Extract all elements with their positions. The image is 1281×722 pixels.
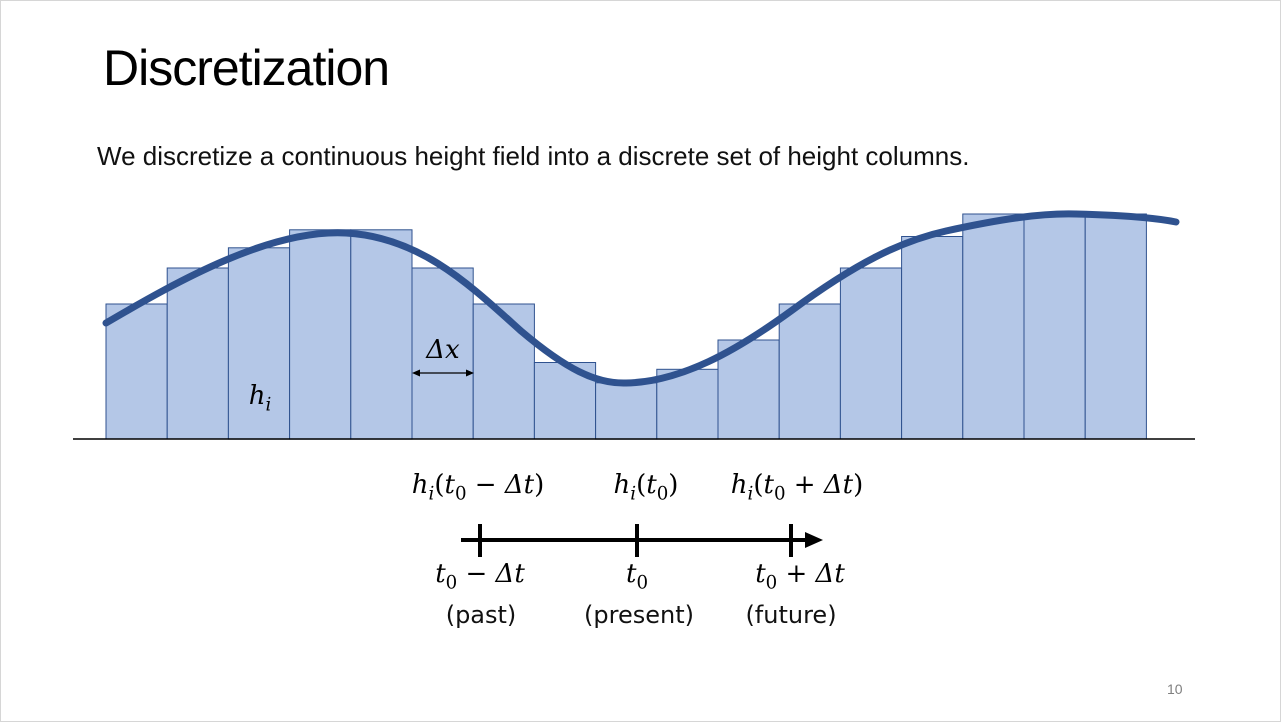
term-open: ( [434, 470, 445, 500]
term-tsub: 0 [454, 483, 467, 505]
tick-op: − Δt [457, 559, 525, 589]
delta-x-label: Δx [426, 335, 460, 365]
tick-t: t [755, 559, 766, 589]
term-op: − Δt [466, 470, 535, 500]
term-open: ( [753, 470, 764, 500]
height-column [839, 267, 903, 440]
caption-future: (future) [745, 601, 837, 629]
term-t: t [763, 470, 774, 500]
term-base: h [613, 470, 631, 500]
page-number: 10 [1167, 681, 1183, 697]
height-columns [105, 213, 1147, 440]
term-close: ) [853, 470, 864, 500]
term-future: hi(t0 + Δt) [731, 470, 863, 504]
height-column [105, 303, 168, 440]
height-column [472, 303, 535, 440]
height-column [289, 229, 352, 440]
height-column [962, 213, 1025, 440]
tick-label-past: t0 − Δt [435, 559, 525, 593]
slide-subtitle: We discretize a continuous height field … [97, 141, 970, 171]
term-base: h [730, 470, 748, 500]
tick-tsub: 0 [636, 572, 649, 594]
height-column [717, 339, 780, 440]
term-open: ( [636, 470, 647, 500]
tick-tsub: 0 [765, 572, 778, 594]
column-height-label: hi [249, 381, 272, 415]
tick-tsub: 0 [445, 572, 458, 594]
height-column [1084, 213, 1147, 440]
term-past: hi(t0 − Δt) [412, 470, 544, 504]
label-base: h [248, 381, 266, 411]
term-sub: i [428, 483, 435, 505]
term-base: h [411, 470, 429, 500]
arrow-head-icon [805, 532, 823, 548]
caption-past: (past) [445, 601, 517, 629]
tick-op: + Δt [777, 559, 845, 589]
tick-label-present: t0 [626, 559, 648, 593]
term-t: t [444, 470, 455, 500]
time-axis [461, 524, 823, 557]
term-sub: i [747, 483, 754, 505]
height-column [778, 303, 841, 440]
tick-t: t [625, 559, 637, 589]
tick-label-future: t0 + Δt [755, 559, 845, 593]
height-column [411, 267, 474, 440]
term-tsub: 0 [773, 483, 786, 505]
tick-t: t [435, 559, 446, 589]
height-column [595, 382, 658, 440]
term-close: ) [534, 470, 545, 500]
height-column [656, 368, 719, 440]
term-op: + Δt [785, 470, 854, 500]
label-sub: i [265, 394, 272, 416]
delta-x-arrow [412, 369, 474, 377]
height-curve [102, 210, 1180, 387]
height-column [1023, 213, 1086, 440]
term-sub: i [630, 483, 637, 505]
caption-present: (present) [584, 601, 694, 629]
term-present: hi(t0) [614, 470, 679, 504]
height-column [901, 236, 964, 440]
height-column [166, 267, 229, 440]
term-close: ) [668, 470, 679, 500]
term-t: t [646, 470, 657, 500]
term-tsub: 0 [656, 483, 669, 505]
slide-title: Discretization [103, 40, 390, 96]
height-column [350, 229, 413, 440]
